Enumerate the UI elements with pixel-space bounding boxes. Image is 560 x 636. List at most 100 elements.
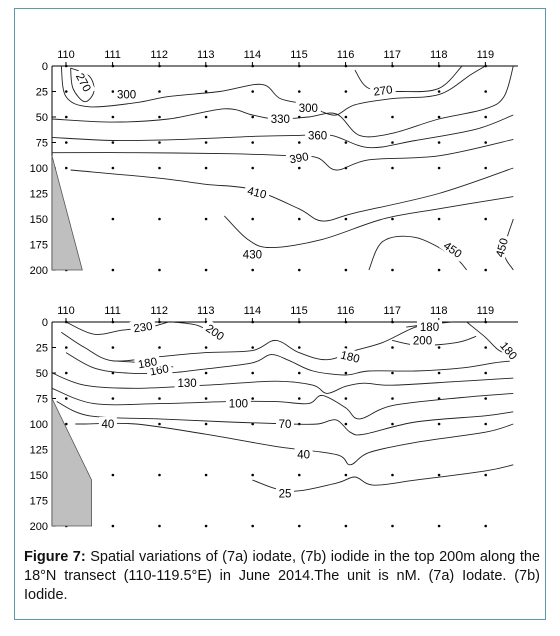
figure-frame [14, 8, 546, 620]
sample-point [484, 397, 487, 400]
sample-point [391, 371, 394, 375]
sample-point [111, 346, 115, 349]
y-tick-label: 0 [42, 61, 48, 73]
sample-point [158, 320, 161, 324]
contour-line-180 [61, 323, 439, 362]
contour-label: 360 [308, 130, 327, 142]
contour-label-group: 230 [129, 318, 157, 336]
sample-point [204, 115, 208, 119]
x-tick-label: 113 [197, 49, 215, 61]
x-tick-label: 115 [290, 305, 308, 317]
sample-point [484, 217, 487, 221]
sample-point [204, 524, 208, 528]
contour-label-halo [243, 182, 271, 202]
sample-point [484, 141, 487, 144]
x-tick-label: 116 [337, 305, 355, 317]
sample-point [437, 371, 441, 375]
sample-point [251, 217, 254, 221]
sample-point [344, 371, 348, 375]
sample-point [251, 166, 254, 170]
y-tick-label: 25 [36, 343, 48, 355]
sample-point [158, 64, 161, 68]
sample-point [64, 90, 68, 93]
sample-point [251, 90, 254, 93]
sample-point [344, 346, 348, 349]
caption-text: Spatial variations of (7a) iodate, (7b) … [24, 549, 540, 603]
contour-line-200 [392, 335, 477, 346]
sample-point [158, 141, 161, 144]
sample-point [64, 397, 68, 400]
y-tick-label: 175 [30, 240, 48, 252]
contour-label-halo [114, 87, 140, 101]
contour-line-130 [51, 372, 514, 394]
y-tick-label: 175 [30, 496, 48, 508]
sample-point [391, 115, 394, 119]
contour-label: 130 [178, 378, 197, 390]
sample-point [391, 141, 394, 144]
contour-label: 270 [373, 84, 394, 99]
sample-point [251, 397, 254, 400]
y-tick-label: 100 [30, 163, 48, 175]
sample-point [344, 90, 348, 93]
contour-label: 230 [133, 321, 154, 336]
contour-label-group: 25 [276, 486, 294, 500]
sample-point [437, 422, 441, 426]
sample-point [437, 90, 441, 93]
sample-point [297, 320, 301, 324]
x-tick-label: 110 [57, 305, 75, 317]
sample-point [64, 141, 68, 144]
contour-label-halo [201, 319, 230, 345]
sample-point [204, 346, 208, 349]
sample-point [158, 397, 161, 400]
sample-point [158, 346, 161, 349]
contour-label: 450 [494, 237, 511, 259]
sample-point [158, 422, 161, 426]
land-mask [51, 155, 83, 271]
sample-point [437, 166, 441, 170]
contour-line-430 [224, 196, 514, 249]
contour-label-group: 360 [305, 128, 331, 142]
sample-point [64, 166, 68, 170]
sample-point [391, 422, 394, 426]
contour-label-halo [285, 148, 313, 166]
sample-point [111, 166, 115, 170]
contour-line-100 [51, 387, 514, 420]
x-tick-label: 117 [383, 49, 401, 61]
sample-point [484, 422, 487, 426]
sample-point [484, 320, 487, 324]
contour-label: 330 [271, 114, 290, 126]
y-tick-label: 150 [30, 214, 48, 226]
sample-point [251, 371, 254, 375]
sample-point [111, 115, 115, 119]
sample-point [344, 422, 348, 426]
sample-point [158, 473, 161, 477]
sample-point [391, 524, 394, 528]
sample-point [204, 166, 208, 170]
sample-point [251, 268, 254, 272]
sample-point [204, 217, 208, 221]
contour-label-group: 300 [114, 87, 140, 102]
sample-point [297, 217, 301, 221]
y-tick-label: 50 [36, 112, 48, 124]
sample-point [437, 346, 441, 349]
panel-7a-iodate: 110 111 112 113 114 115 116 117 118 119 0 25 50 75 100… [30, 49, 518, 277]
y-tick-label: 125 [30, 445, 48, 457]
sample-point [484, 268, 487, 272]
contour-label: 300 [299, 103, 318, 115]
sample-point [437, 268, 441, 272]
contour-label-group: 40 [294, 447, 313, 462]
sample-point [297, 141, 301, 144]
contour-label-halo [417, 320, 442, 334]
contour-label: 180 [420, 322, 439, 334]
contour-label-group: 40 [98, 417, 117, 431]
sample-point [437, 524, 441, 528]
sample-point [297, 90, 301, 93]
sample-point [204, 90, 208, 93]
sample-point [484, 371, 487, 375]
sample-point [111, 90, 115, 93]
x-tick-label: 112 [150, 305, 168, 317]
sample-point [204, 397, 208, 400]
contour-label-halo [294, 447, 313, 461]
sample-point [251, 524, 254, 528]
